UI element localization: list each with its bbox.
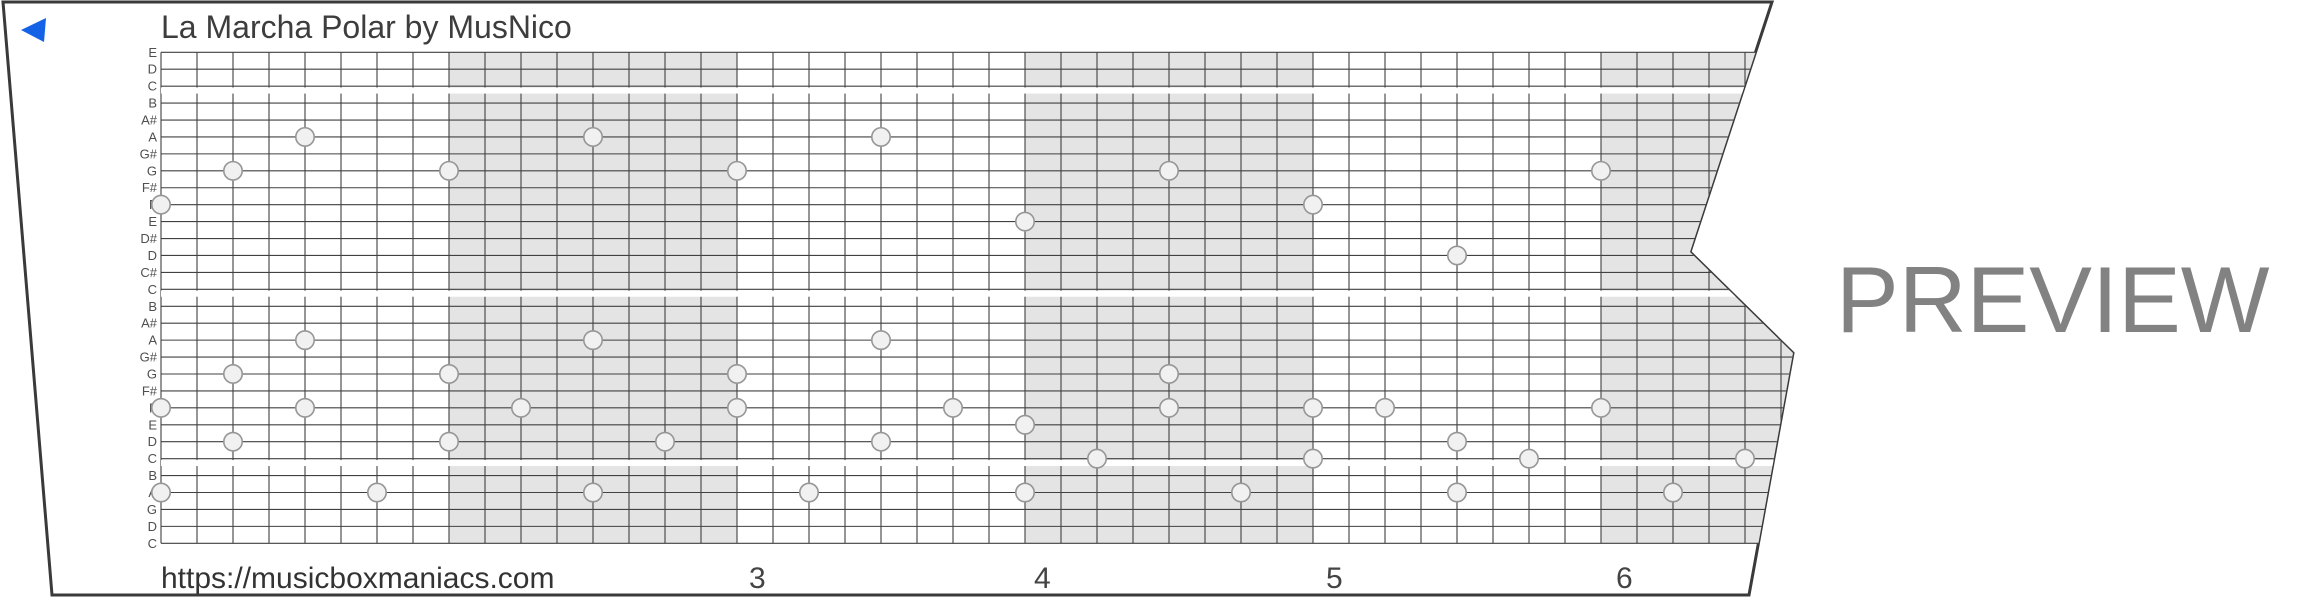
note-dot-f	[151, 194, 172, 215]
row-label-e: E	[148, 214, 157, 229]
song-title: La Marcha Polar by MusNico	[161, 9, 572, 45]
preview-watermark: PREVIEW	[1836, 247, 2270, 352]
row-label-b: B	[148, 468, 157, 483]
note-dot-a	[798, 482, 819, 503]
row-label-b: B	[148, 299, 157, 314]
measure-number-4: 4	[1034, 562, 1051, 595]
note-dot-f	[1303, 397, 1324, 418]
note-dot-g	[1159, 160, 1180, 181]
note-dot-c	[1735, 448, 1756, 469]
note-dot-a	[870, 126, 891, 147]
row-label-d: D	[148, 248, 157, 263]
note-dot-a	[582, 482, 603, 503]
row-label-d: D	[148, 434, 157, 449]
row-label-a: A	[148, 333, 157, 348]
measure-number-5: 5	[1326, 562, 1343, 595]
row-label-gs: G#	[140, 350, 158, 365]
note-dot-g	[726, 160, 747, 181]
note-dots	[151, 126, 1756, 503]
note-dot-d	[1447, 431, 1468, 452]
note-dot-d	[870, 431, 891, 452]
note-dot-a	[582, 126, 603, 147]
note-grid	[160, 51, 1793, 544]
row-label-ds: D#	[140, 231, 157, 246]
note-dot-a	[1447, 482, 1468, 503]
footer-url: https://musicboxmaniacs.com	[161, 562, 554, 595]
note-dot-c	[1087, 448, 1108, 469]
measure-number-3: 3	[749, 562, 766, 595]
play-back-triangle-icon[interactable]	[21, 18, 46, 42]
row-label-e: E	[148, 45, 157, 60]
note-dot-g	[1159, 363, 1180, 384]
note-dot-f	[294, 397, 315, 418]
note-dot-a	[366, 482, 387, 503]
note-dot-f	[726, 397, 747, 418]
row-label-g: G	[147, 366, 157, 381]
row-label-c: C	[148, 536, 157, 551]
note-dot-d	[1447, 245, 1468, 266]
octave-gap-stripe	[161, 460, 1793, 467]
row-label-c: C	[148, 282, 157, 297]
row-label-c: C	[148, 79, 157, 94]
row-label-d: D	[148, 519, 157, 534]
octave-gap-stripe	[161, 290, 1793, 297]
note-dot-g	[438, 363, 459, 384]
note-dot-a	[1231, 482, 1252, 503]
note-dot-d	[654, 431, 675, 452]
note-dot-d	[223, 431, 244, 452]
row-label-b: B	[148, 96, 157, 111]
row-label-cs: C#	[140, 265, 157, 280]
note-dot-f	[1591, 397, 1612, 418]
row-label-as: A#	[141, 316, 158, 331]
note-dot-a	[1014, 482, 1035, 503]
note-dot-g	[1591, 160, 1612, 181]
row-label-e: E	[148, 417, 157, 432]
note-dot-f	[1159, 397, 1180, 418]
note-dot-f	[151, 397, 172, 418]
note-dot-g	[223, 363, 244, 384]
measure-number-6: 6	[1616, 562, 1633, 595]
note-dot-f	[1303, 194, 1324, 215]
note-dot-a	[294, 126, 315, 147]
note-dot-a	[294, 330, 315, 351]
row-label-g: G	[147, 502, 157, 517]
note-dot-c	[1303, 448, 1324, 469]
note-dot-a	[151, 482, 172, 503]
row-label-d: D	[148, 62, 157, 77]
note-dot-a	[870, 330, 891, 351]
note-dot-f	[510, 397, 531, 418]
note-dot-c	[1519, 448, 1540, 469]
row-label-fs: F#	[142, 383, 158, 398]
octave-gap-stripe	[161, 87, 1793, 94]
note-dot-a	[1663, 482, 1684, 503]
note-dot-a	[582, 330, 603, 351]
row-label-fs: F#	[142, 180, 158, 195]
measure-numbers: 3 4 5 6	[749, 562, 1633, 595]
row-label-g: G	[147, 163, 157, 178]
note-dot-e	[1014, 211, 1035, 232]
row-label-c: C	[148, 451, 157, 466]
row-label-as: A#	[141, 113, 158, 128]
note-dot-g	[223, 160, 244, 181]
note-dot-g	[438, 160, 459, 181]
note-dot-g	[726, 363, 747, 384]
note-dot-d	[438, 431, 459, 452]
row-label-gs: G#	[140, 146, 158, 161]
note-dot-e	[1014, 414, 1035, 435]
note-dot-f	[942, 397, 963, 418]
note-dot-f	[1375, 397, 1396, 418]
row-label-a: A	[148, 129, 157, 144]
